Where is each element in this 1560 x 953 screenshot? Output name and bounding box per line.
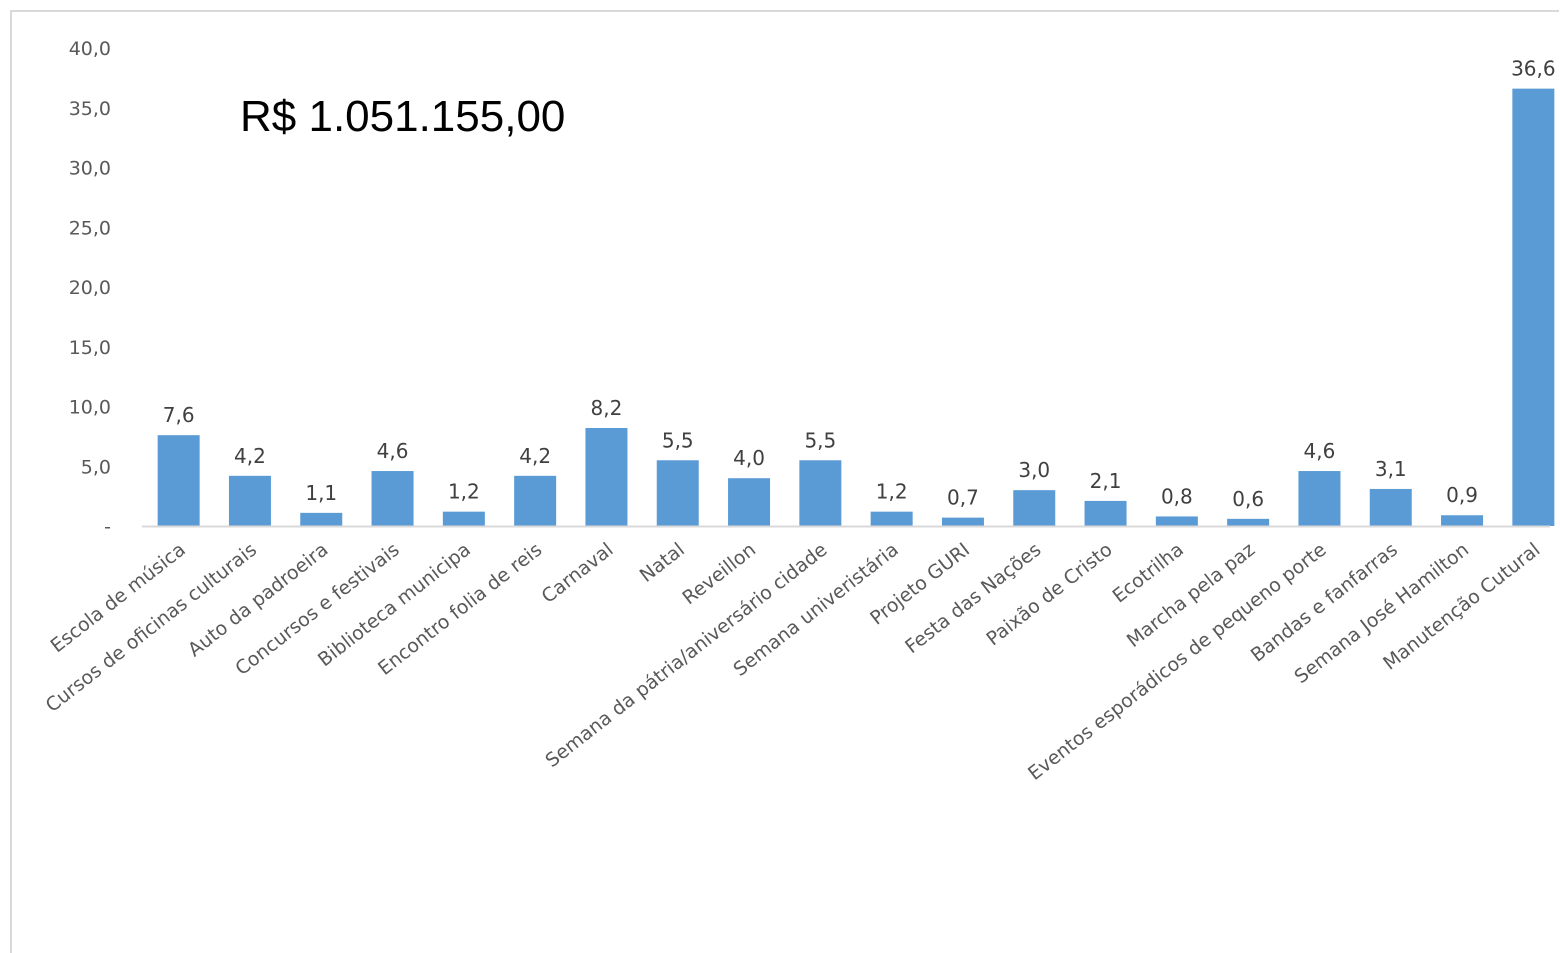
bar	[1369, 488, 1412, 526]
bar	[157, 435, 200, 526]
chart-frame	[10, 10, 1559, 953]
bar	[1013, 490, 1056, 526]
bar	[514, 475, 557, 526]
bar	[941, 517, 984, 526]
data-label: 36,6	[1511, 57, 1556, 81]
bar	[1227, 518, 1270, 526]
category-label: Natal	[636, 539, 689, 587]
bar	[442, 511, 485, 526]
data-label: 5,5	[804, 428, 836, 452]
y-tick-label: 20,0	[69, 277, 111, 299]
data-label: 1,2	[448, 480, 480, 504]
bars	[157, 88, 1555, 526]
data-labels: 7,6 4,2 1,1 4,6 1,2 4,2 8,2 5,5 4,0 5,5 1,2 0,7 3,0 2…	[163, 57, 1556, 511]
category-label: Paixão de Cristo	[982, 539, 1116, 651]
y-tick-label: 5,0	[81, 456, 111, 478]
data-label: 0,9	[1446, 483, 1478, 507]
bar	[656, 460, 699, 526]
bar	[1512, 88, 1555, 526]
data-label: 4,6	[377, 439, 409, 463]
bar	[1441, 515, 1484, 526]
bar	[1155, 516, 1198, 526]
y-axis-ticks: - 5,0 10,0 15,0 20,0 25,0 30,0 35,0 40,0	[69, 38, 111, 538]
data-label: 4,2	[234, 444, 266, 468]
y-tick-label: 15,0	[69, 337, 111, 359]
data-label: 0,6	[1232, 487, 1264, 511]
data-label: 1,2	[876, 480, 908, 504]
bar	[1298, 471, 1341, 526]
data-label: 2,1	[1090, 469, 1122, 493]
data-label: 4,0	[733, 446, 765, 470]
y-tick-label: 40,0	[69, 38, 111, 60]
data-label: 4,2	[519, 444, 551, 468]
y-tick-label: -	[104, 516, 111, 538]
bar	[728, 478, 771, 526]
category-label: Carnaval	[538, 539, 618, 608]
data-label: 5,5	[662, 428, 694, 452]
data-label: 1,1	[305, 481, 337, 505]
bar	[870, 511, 913, 526]
data-label: 8,2	[591, 396, 623, 420]
bar	[1084, 500, 1127, 526]
bar	[585, 428, 628, 526]
data-label: 7,6	[163, 403, 195, 427]
bar	[799, 460, 842, 526]
data-label: 3,0	[1018, 458, 1050, 482]
y-tick-label: 25,0	[69, 217, 111, 239]
y-tick-label: 10,0	[69, 397, 111, 419]
bar	[228, 475, 271, 526]
data-label: 0,7	[947, 486, 979, 510]
bar	[371, 471, 414, 526]
data-label: 3,1	[1375, 457, 1407, 481]
category-label: Marcha pela paz	[1123, 539, 1259, 652]
total-amount-annotation: R$ 1.051.155,00	[240, 92, 565, 141]
y-tick-label: 30,0	[69, 158, 111, 180]
bar	[300, 512, 343, 526]
data-label: 4,6	[1304, 439, 1336, 463]
data-label: 0,8	[1161, 484, 1193, 508]
y-tick-label: 35,0	[69, 98, 111, 120]
